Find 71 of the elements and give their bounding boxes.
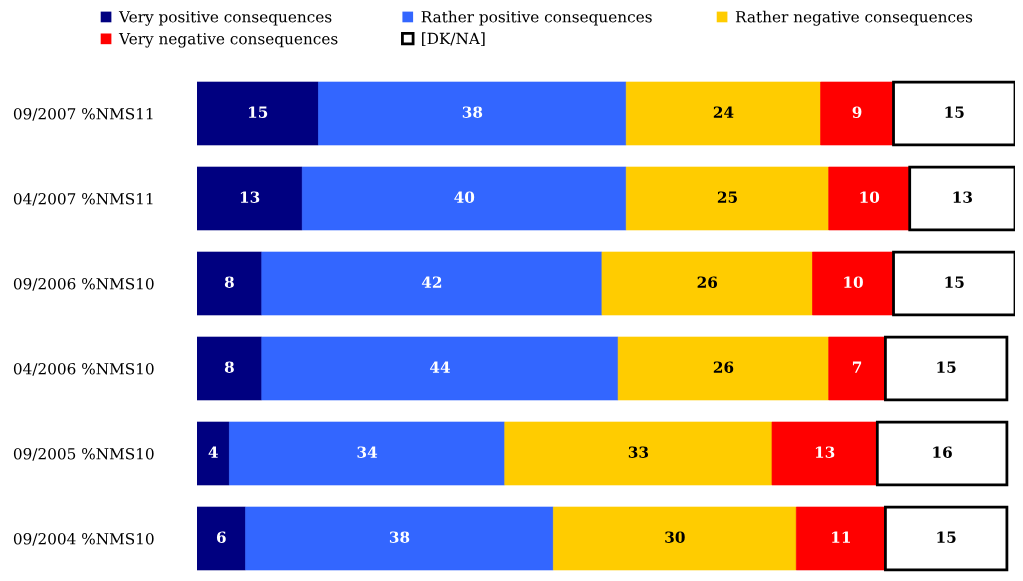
bar [795, 506, 886, 571]
bar [197, 421, 230, 486]
data-label: 8 [224, 276, 234, 288]
data-label: 38 [389, 531, 410, 543]
data-label: 33 [628, 446, 649, 458]
data-label: 10 [860, 191, 880, 203]
data-label: 15 [945, 276, 964, 288]
legend-label: Very negative consequences [118, 32, 338, 48]
data-label: 25 [717, 191, 737, 203]
legend-label: Rather negative consequences [735, 10, 973, 26]
data-label: 8 [224, 361, 234, 373]
data-label: 42 [421, 276, 442, 288]
bar [197, 251, 263, 316]
data-label: 40 [454, 191, 475, 203]
bar [892, 80, 1015, 147]
bar [601, 251, 813, 316]
bar [504, 421, 773, 486]
y-tick-label: 09/2007 %NMS11 [13, 107, 153, 121]
data-label: 44 [429, 361, 450, 373]
bar [828, 336, 886, 401]
data-label: 15 [937, 531, 956, 543]
bar [197, 506, 246, 571]
y-tick-label: 09/2004 %NMS10 [13, 532, 154, 546]
bar [229, 421, 506, 486]
data-label: 13 [953, 191, 973, 203]
bar [197, 81, 319, 146]
data-label: 24 [713, 106, 734, 118]
bar [892, 250, 1015, 317]
data-label: 38 [462, 106, 483, 118]
bar [245, 506, 554, 571]
data-label: 4 [208, 446, 218, 458]
data-label: 15 [945, 106, 964, 118]
bar [908, 165, 1015, 232]
data-label: 16 [933, 446, 952, 458]
y-tick-label: 09/2006 %NMS10 [13, 277, 154, 291]
bar [617, 336, 830, 401]
legend-label: Rather positive consequences [421, 10, 652, 26]
data-label: 30 [665, 531, 685, 543]
bar [875, 420, 1009, 487]
y-tick-label: 04/2006 %NMS10 [13, 362, 154, 376]
data-label: 9 [852, 106, 862, 118]
data-label: 34 [357, 446, 378, 458]
data-label: 10 [844, 276, 863, 288]
bar [625, 166, 830, 231]
bar [261, 336, 619, 401]
data-label: 15 [937, 361, 956, 373]
bar [197, 166, 303, 231]
data-label: 13 [240, 191, 260, 203]
bar [318, 81, 627, 146]
bar [812, 251, 894, 316]
bar [197, 336, 263, 401]
y-tick-label: 09/2005 %NMS10 [13, 447, 154, 461]
bar [771, 421, 878, 486]
data-label: 26 [697, 276, 718, 288]
data-label: 26 [713, 361, 734, 373]
bar [828, 166, 911, 231]
bar [884, 505, 1009, 572]
data-label: 13 [815, 446, 835, 458]
bar [553, 506, 797, 571]
bar [301, 166, 627, 231]
bar [261, 251, 603, 316]
bar [625, 81, 821, 146]
legend-label: [DK/NA] [422, 32, 485, 46]
data-label: 6 [216, 531, 226, 543]
bar [884, 335, 1009, 402]
data-label: 7 [852, 361, 862, 373]
y-tick-label: 04/2007 %NMS11 [13, 192, 153, 206]
bar [820, 81, 894, 146]
legend-label: Very positive consequences [118, 11, 332, 26]
data-label: 11 [832, 531, 850, 543]
data-label: 15 [248, 106, 268, 118]
